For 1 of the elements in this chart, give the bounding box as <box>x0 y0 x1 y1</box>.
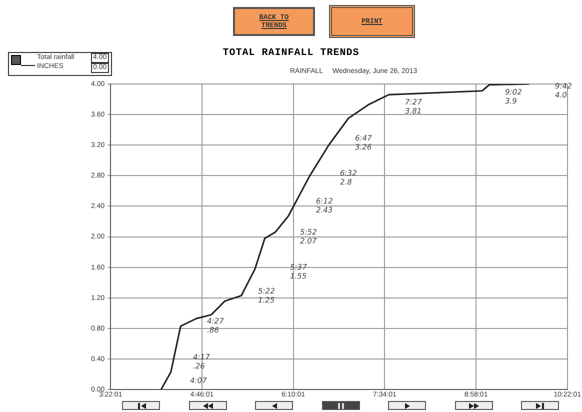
chart-title: TOTAL RAINFALL TRENDS <box>222 48 360 59</box>
